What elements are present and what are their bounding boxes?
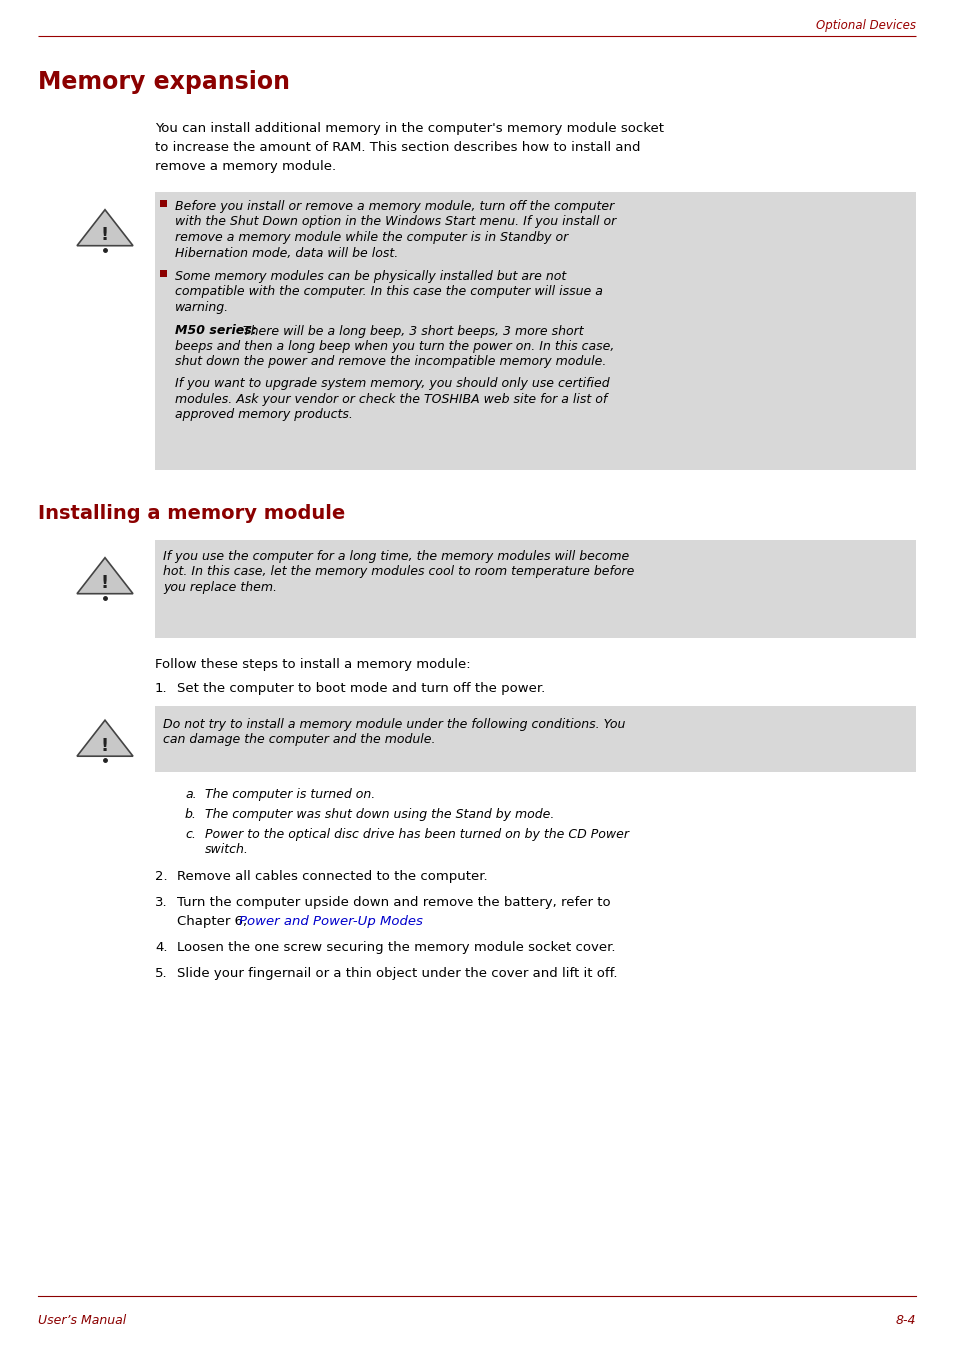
- Text: 3.: 3.: [154, 896, 168, 909]
- Text: Power to the optical disc drive has been turned on by the CD Power: Power to the optical disc drive has been…: [205, 828, 628, 840]
- Text: Chapter 6,: Chapter 6,: [177, 915, 251, 928]
- Text: !: !: [101, 737, 109, 755]
- Text: Memory expansion: Memory expansion: [38, 70, 290, 94]
- Text: The computer was shut down using the Stand by mode.: The computer was shut down using the Sta…: [205, 808, 554, 822]
- Bar: [154, 706, 915, 772]
- Text: Installing a memory module: Installing a memory module: [38, 505, 345, 523]
- Text: .: .: [366, 915, 370, 928]
- Text: The computer is turned on.: The computer is turned on.: [205, 788, 375, 801]
- Text: !: !: [101, 227, 109, 244]
- Bar: [160, 270, 167, 277]
- Text: 5.: 5.: [154, 967, 168, 979]
- Text: beeps and then a long beep when you turn the power on. In this case,: beeps and then a long beep when you turn…: [174, 340, 614, 353]
- Text: You can install additional memory in the computer's memory module socket: You can install additional memory in the…: [154, 121, 663, 135]
- Text: hot. In this case, let the memory modules cool to room temperature before: hot. In this case, let the memory module…: [163, 565, 634, 579]
- Polygon shape: [77, 557, 132, 594]
- Bar: [160, 200, 167, 206]
- Text: 1.: 1.: [154, 683, 168, 695]
- Text: There will be a long beep, 3 short beeps, 3 more short: There will be a long beep, 3 short beeps…: [238, 325, 583, 337]
- Text: Follow these steps to install a memory module:: Follow these steps to install a memory m…: [154, 658, 470, 670]
- Text: compatible with the computer. In this case the computer will issue a: compatible with the computer. In this ca…: [174, 286, 602, 298]
- Text: b.: b.: [185, 808, 196, 822]
- Text: Turn the computer upside down and remove the battery, refer to: Turn the computer upside down and remove…: [177, 896, 610, 909]
- Text: !: !: [101, 575, 109, 592]
- Text: 2.: 2.: [154, 870, 168, 884]
- Text: Optional Devices: Optional Devices: [815, 19, 915, 31]
- Text: 4.: 4.: [154, 942, 168, 954]
- Polygon shape: [77, 720, 132, 757]
- Text: shut down the power and remove the incompatible memory module.: shut down the power and remove the incom…: [174, 356, 606, 368]
- Text: to increase the amount of RAM. This section describes how to install and: to increase the amount of RAM. This sect…: [154, 142, 639, 154]
- Text: modules. Ask your vendor or check the TOSHIBA web site for a list of: modules. Ask your vendor or check the TO…: [174, 393, 607, 406]
- Text: If you want to upgrade system memory, you should only use certified: If you want to upgrade system memory, yo…: [174, 376, 609, 390]
- Text: approved memory products.: approved memory products.: [174, 407, 353, 421]
- Text: with the Shut Down option in the Windows Start menu. If you install or: with the Shut Down option in the Windows…: [174, 216, 616, 228]
- Text: Remove all cables connected to the computer.: Remove all cables connected to the compu…: [177, 870, 487, 884]
- Text: Slide your fingernail or a thin object under the cover and lift it off.: Slide your fingernail or a thin object u…: [177, 967, 617, 979]
- Text: c.: c.: [185, 828, 195, 840]
- Text: Loosen the one screw securing the memory module socket cover.: Loosen the one screw securing the memory…: [177, 942, 615, 954]
- Text: a.: a.: [185, 788, 196, 801]
- Text: switch.: switch.: [205, 843, 249, 857]
- Text: you replace them.: you replace them.: [163, 581, 276, 594]
- Bar: [154, 192, 915, 469]
- Text: User’s Manual: User’s Manual: [38, 1314, 126, 1327]
- Text: Hibernation mode, data will be lost.: Hibernation mode, data will be lost.: [174, 247, 397, 259]
- Text: remove a memory module.: remove a memory module.: [154, 161, 335, 173]
- Polygon shape: [77, 209, 132, 246]
- Text: remove a memory module while the computer is in Standby or: remove a memory module while the compute…: [174, 231, 568, 244]
- Text: Power and Power-Up Modes: Power and Power-Up Modes: [239, 915, 422, 928]
- Text: Some memory modules can be physically installed but are not: Some memory modules can be physically in…: [174, 270, 566, 283]
- Text: Do not try to install a memory module under the following conditions. You: Do not try to install a memory module un…: [163, 718, 625, 731]
- Text: Before you install or remove a memory module, turn off the computer: Before you install or remove a memory mo…: [174, 200, 614, 213]
- Text: Set the computer to boot mode and turn off the power.: Set the computer to boot mode and turn o…: [177, 683, 545, 695]
- Text: M50 series:: M50 series:: [174, 325, 256, 337]
- Text: 8-4: 8-4: [895, 1314, 915, 1327]
- Text: If you use the computer for a long time, the memory modules will become: If you use the computer for a long time,…: [163, 550, 629, 563]
- Bar: [154, 540, 915, 638]
- Text: can damage the computer and the module.: can damage the computer and the module.: [163, 734, 435, 746]
- Text: warning.: warning.: [174, 301, 229, 314]
